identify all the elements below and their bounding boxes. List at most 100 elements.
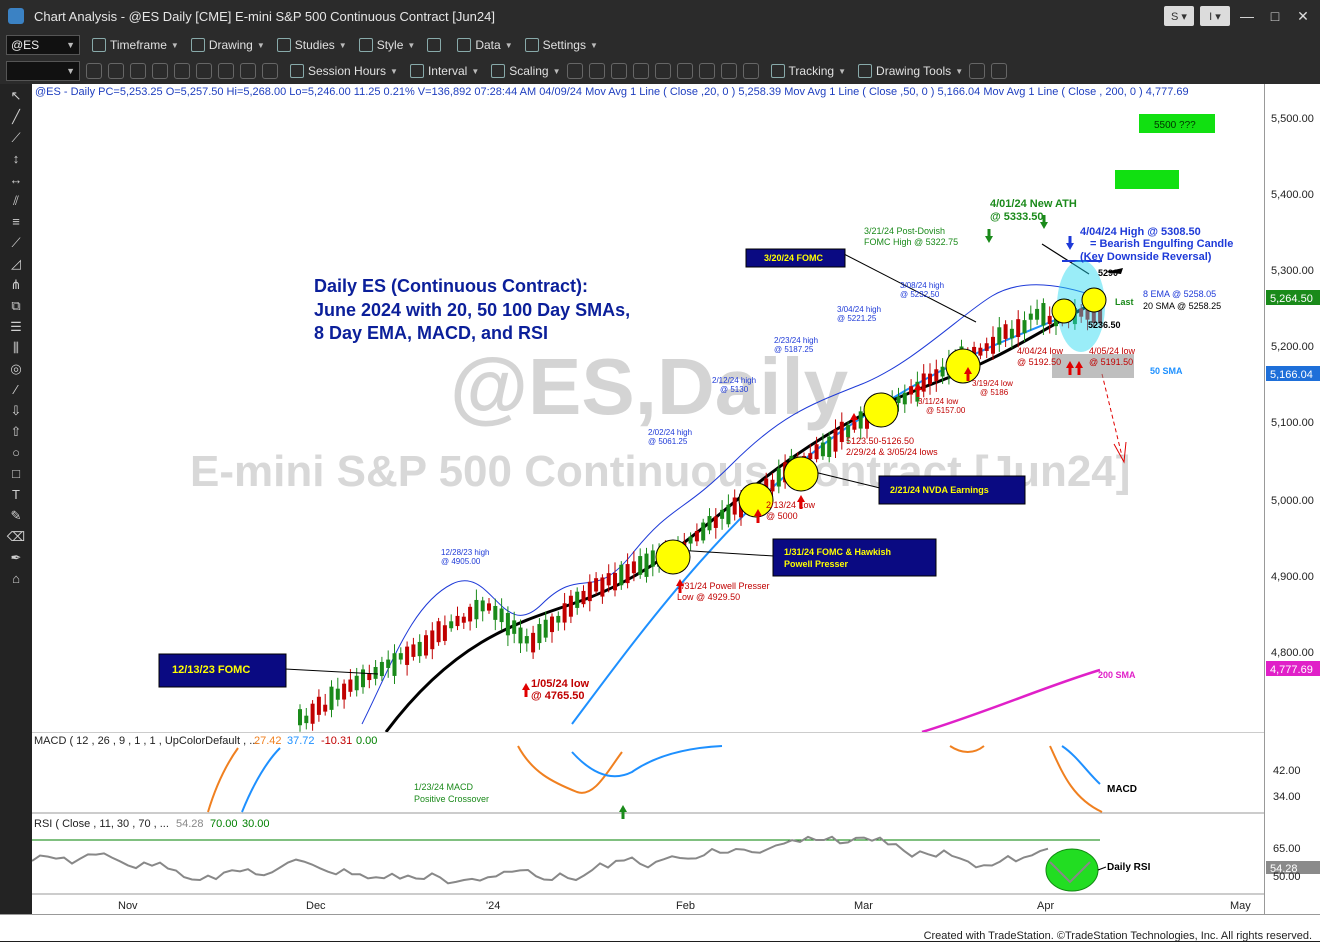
speed-lines-icon[interactable]: ⟋ — [11, 235, 21, 250]
ray-icon[interactable]: ⟋ — [11, 130, 21, 145]
candle-body — [1035, 308, 1040, 320]
connector-0320 — [843, 253, 977, 323]
symbol-input[interactable]: @ES ▼ — [6, 35, 80, 55]
candle-body — [524, 636, 529, 644]
settings-menu[interactable]: Settings ▼ — [524, 38, 598, 52]
link-icon[interactable] — [991, 63, 1008, 79]
channel-icon[interactable]: ⫽ — [13, 193, 19, 208]
regression-icon[interactable]: ∕ — [14, 382, 18, 397]
tool-button-14[interactable] — [654, 63, 671, 79]
export-icon[interactable] — [969, 63, 986, 79]
tool-button-1[interactable] — [86, 63, 102, 79]
candle-body — [298, 709, 302, 726]
tool-button-12[interactable] — [610, 63, 627, 79]
sma50-flag-text: 5,166.04 — [1270, 369, 1313, 381]
gear-icon — [524, 38, 539, 52]
candle-body — [606, 573, 611, 586]
rsi-dip-line — [1049, 861, 1091, 884]
session-hours-menu[interactable]: Session Hours ▼ — [290, 64, 398, 78]
high-0304-line-2: @ 5221.25 — [837, 314, 877, 323]
zoom-in-icon[interactable] — [698, 63, 715, 79]
low-0404-line-1: 4/04/24 low — [1017, 346, 1064, 356]
price-chart[interactable]: @ES - Daily PC=5,253.25 O=5,257.50 Hi=5,… — [32, 84, 1264, 734]
circle-icon[interactable]: ○ — [12, 445, 20, 460]
minimize-icon[interactable]: — — [1240, 8, 1254, 24]
high-0223-line-1: 2/23/24 high — [774, 336, 818, 345]
eraser-icon[interactable]: ⌫ — [6, 529, 26, 544]
studies-label: Studies — [294, 38, 335, 52]
tool-button-11[interactable] — [588, 63, 605, 79]
drawing-label: Drawing — [208, 38, 253, 52]
fib-extension-icon[interactable]: ⧉ — [11, 298, 21, 313]
scaling-label: Scaling — [509, 64, 549, 78]
high-0202-line-2: @ 5061.25 — [648, 437, 688, 446]
left-panel-lower — [0, 718, 32, 914]
arrow-down-icon[interactable]: ⇩ — [10, 403, 22, 418]
candle-body — [1079, 308, 1084, 317]
tool-button-15[interactable] — [676, 63, 693, 79]
pen-icon[interactable]: ✒ — [10, 550, 22, 565]
drawing-tools-menu[interactable]: Drawing Tools ▼ — [858, 64, 963, 78]
text-icon[interactable]: T — [12, 487, 20, 502]
magnet-icon[interactable]: ⌂ — [12, 571, 20, 586]
tool-button-7[interactable] — [218, 63, 234, 79]
timeframe-menu[interactable]: Timeframe ▼ — [92, 38, 179, 52]
tool-button-5[interactable] — [174, 63, 190, 79]
secondary-input[interactable]: ▼ — [6, 61, 80, 81]
chevron-down-icon: ▼ — [66, 66, 75, 76]
trendline-icon[interactable]: ╱ — [12, 109, 20, 124]
vertical-line-icon[interactable]: ↕ — [12, 151, 20, 166]
tool-button-16[interactable] — [742, 63, 759, 79]
data-menu[interactable]: Data ▼ — [457, 38, 513, 52]
last-price-flag-text: 5,264.50 — [1270, 293, 1313, 305]
candle-body — [827, 436, 832, 457]
interval-menu[interactable]: Interval ▼ — [409, 64, 479, 78]
indicator-panels[interactable]: MACD ( 12 , 26 , 9 , 1 , 1 , UpColorDefa… — [31, 731, 1264, 914]
scaling-menu[interactable]: Scaling ▼ — [491, 64, 561, 78]
cycle-icon[interactable]: ◎ — [10, 361, 22, 376]
tool-button-4[interactable] — [152, 63, 168, 79]
tool-button-13[interactable] — [632, 63, 649, 79]
fibonacci-icon[interactable]: ≡ — [12, 214, 20, 229]
fib-retrace-icon[interactable]: ☰ — [10, 319, 22, 334]
tool-button-9[interactable] — [262, 63, 278, 79]
rsi-panel-label: Daily RSI — [1107, 862, 1151, 873]
highlighter-icon[interactable]: ✎ — [10, 508, 22, 523]
candle-body — [518, 627, 523, 644]
zoom-out-icon[interactable] — [720, 63, 737, 79]
sma20-label: 20 SMA @ 5258.25 — [1143, 301, 1221, 311]
arrow-up-icon[interactable]: ⇧ — [10, 424, 22, 439]
s-menu-button[interactable]: S ▾ — [1164, 6, 1194, 26]
tool-button-3[interactable] — [130, 63, 146, 79]
i-menu-button[interactable]: I ▾ — [1200, 6, 1230, 26]
tool-button-8[interactable] — [240, 63, 256, 79]
maximize-icon[interactable]: □ — [1270, 8, 1280, 24]
gann-icon[interactable]: ◿ — [11, 256, 21, 271]
time-label: Mar — [854, 900, 873, 912]
drawing-menu[interactable]: Drawing ▼ — [190, 38, 265, 52]
fib-time-icon[interactable]: ⫼ — [13, 340, 19, 355]
candle-body — [726, 504, 731, 525]
tool-button-10[interactable] — [566, 63, 583, 79]
horizontal-line-icon[interactable]: ↔ — [9, 172, 23, 187]
close-icon[interactable]: ✕ — [1297, 7, 1309, 24]
style-menu[interactable]: Style ▼ — [358, 38, 415, 52]
rectangle-icon[interactable]: □ — [12, 466, 20, 481]
candle-body — [537, 624, 542, 644]
tracking-menu[interactable]: Tracking ▼ — [770, 64, 846, 78]
candle-body — [568, 595, 573, 617]
cursor-icon[interactable]: ↖ — [10, 88, 22, 103]
low-0311-line-2: @ 5157.00 — [926, 406, 966, 415]
low-0319-line-1: 3/19/24 low — [972, 379, 1013, 388]
projection-line — [1101, 373, 1123, 457]
studies-menu[interactable]: Studies ▼ — [276, 38, 347, 52]
tool-button-6[interactable] — [196, 63, 212, 79]
andrews-pitchfork-icon[interactable]: ⋔ — [10, 277, 22, 292]
layout-button[interactable] — [427, 38, 445, 52]
arrow-up-icon — [1075, 361, 1083, 375]
price-axis[interactable]: 5,500.00 5,400.00 5,300.00 5,200.00 5,10… — [1264, 84, 1320, 914]
tool-button-2[interactable] — [108, 63, 124, 79]
candle-body — [928, 373, 932, 385]
candle-body — [770, 479, 775, 492]
high-0308-line-2: @ 5232.50 — [900, 290, 940, 299]
